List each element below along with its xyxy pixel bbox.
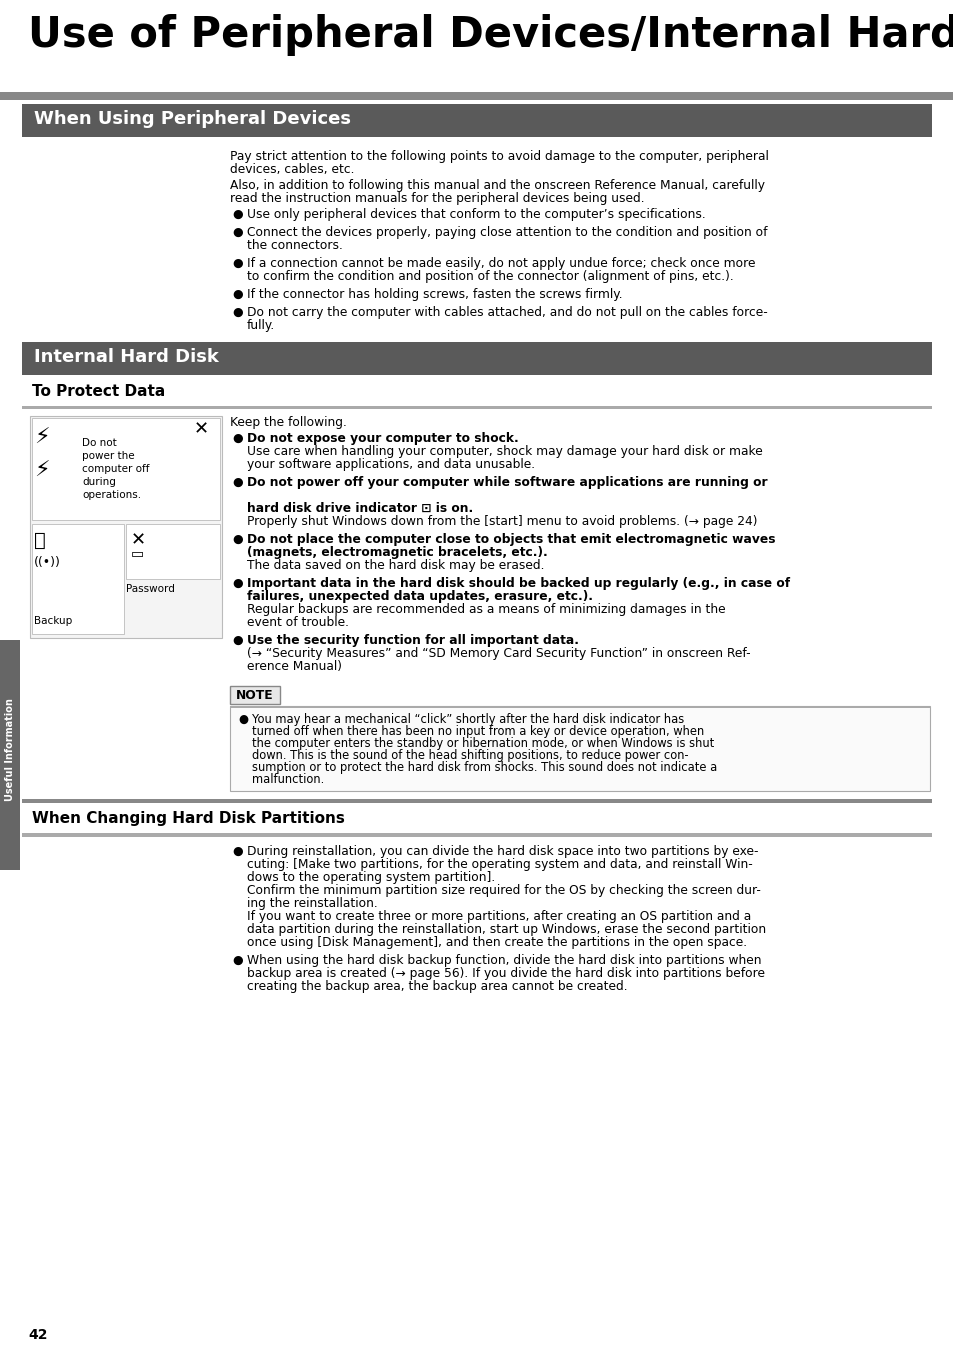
Text: devices, cables, etc.: devices, cables, etc.	[230, 163, 355, 176]
Text: ●: ●	[232, 577, 242, 590]
Text: You may hear a mechanical “click” shortly after the hard disk indicator has: You may hear a mechanical “click” shortl…	[252, 713, 683, 725]
Bar	[22, 407, 931, 409]
Text: When Using Peripheral Devices: When Using Peripheral Devices	[34, 109, 351, 128]
Text: Keep the following.: Keep the following.	[230, 416, 347, 430]
Text: Use of Peripheral Devices/Internal Hard Disk: Use of Peripheral Devices/Internal Hard …	[28, 14, 953, 55]
Text: ●: ●	[232, 288, 242, 301]
Bar	[32, 417, 220, 520]
Text: cuting: [Make two partitions, for the operating system and data, and reinstall W: cuting: [Make two partitions, for the op…	[247, 858, 752, 871]
Text: dows to the operating system partition].: dows to the operating system partition].	[247, 871, 495, 884]
Text: data partition during the reinstallation, start up Windows, erase the second par: data partition during the reinstallation…	[247, 923, 765, 936]
Text: If you want to create three or more partitions, after creating an OS partition a: If you want to create three or more part…	[247, 911, 750, 923]
Text: turned off when there has been no input from a key or device operation, when: turned off when there has been no input …	[252, 725, 703, 738]
Text: If a connection cannot be made easily, do not apply undue force; check once more: If a connection cannot be made easily, d…	[247, 257, 755, 270]
Text: Use the security function for all important data.: Use the security function for all import…	[247, 634, 578, 647]
Text: During reinstallation, you can divide the hard disk space into two partitions by: During reinstallation, you can divide th…	[247, 844, 758, 858]
Text: ●: ●	[237, 713, 248, 725]
Text: ▭: ▭	[131, 546, 144, 561]
Text: ●: ●	[232, 208, 242, 222]
Text: ((•)): ((•))	[34, 557, 61, 569]
Text: power the: power the	[82, 451, 134, 461]
Text: hard disk drive indicator ⊡ is on.: hard disk drive indicator ⊡ is on.	[247, 503, 473, 515]
Text: operations.: operations.	[82, 490, 141, 500]
Text: Important data in the hard disk should be backed up regularly (e.g., in case of: Important data in the hard disk should b…	[247, 577, 789, 590]
Text: ●: ●	[232, 432, 242, 444]
Text: once using [Disk Management], and then create the partitions in the open space.: once using [Disk Management], and then c…	[247, 936, 746, 948]
Bar	[22, 834, 931, 838]
Text: Useful Information: Useful Information	[5, 698, 15, 801]
Text: If the connector has holding screws, fasten the screws firmly.: If the connector has holding screws, fas…	[247, 288, 622, 301]
Text: Do not carry the computer with cables attached, and do not pull on the cables fo: Do not carry the computer with cables at…	[247, 305, 767, 319]
Text: computer off: computer off	[82, 463, 150, 474]
Text: (→ “Security Measures” and “SD Memory Card Security Function” in onscreen Ref-: (→ “Security Measures” and “SD Memory Ca…	[247, 647, 750, 661]
Text: Do not place the computer close to objects that emit electromagnetic waves: Do not place the computer close to objec…	[247, 534, 775, 546]
Bar	[230, 707, 929, 790]
Text: sumption or to protect the hard disk from shocks. This sound does not indicate a: sumption or to protect the hard disk fro…	[252, 761, 717, 774]
Text: To Protect Data: To Protect Data	[32, 384, 165, 399]
Text: Properly shut Windows down from the [start] menu to avoid problems. (→ page 24): Properly shut Windows down from the [sta…	[247, 515, 757, 528]
Bar	[0, 640, 20, 870]
Text: Use care when handling your computer, shock may damage your hard disk or make: Use care when handling your computer, sh…	[247, 444, 762, 458]
Text: ●: ●	[232, 257, 242, 270]
Bar	[22, 104, 931, 136]
Bar	[230, 686, 280, 704]
Text: the computer enters the standby or hibernation mode, or when Windows is shut: the computer enters the standby or hiber…	[252, 738, 714, 750]
Text: fully.: fully.	[247, 319, 275, 332]
Text: 💻: 💻	[34, 531, 46, 550]
Text: ⚡: ⚡	[34, 461, 50, 481]
Text: backup area is created (→ page 56). If you divide the hard disk into partitions : backup area is created (→ page 56). If y…	[247, 967, 764, 979]
Text: When Changing Hard Disk Partitions: When Changing Hard Disk Partitions	[32, 811, 345, 825]
Text: Password: Password	[126, 584, 174, 594]
Text: ●: ●	[232, 844, 242, 858]
Bar	[0, 92, 953, 100]
Bar	[126, 524, 220, 580]
Bar	[22, 798, 931, 802]
Text: Pay strict attention to the following points to avoid damage to the computer, pe: Pay strict attention to the following po…	[230, 150, 768, 163]
Text: Use only peripheral devices that conform to the computer’s specifications.: Use only peripheral devices that conform…	[247, 208, 705, 222]
Text: NOTE: NOTE	[236, 689, 274, 703]
Text: Do not power off your computer while software applications are running or: Do not power off your computer while sof…	[247, 476, 767, 489]
Text: Do not expose your computer to shock.: Do not expose your computer to shock.	[247, 432, 518, 444]
Bar	[32, 524, 124, 634]
Text: during: during	[82, 477, 115, 486]
Text: Regular backups are recommended as a means of minimizing damages in the: Regular backups are recommended as a mea…	[247, 603, 725, 616]
Text: ●: ●	[232, 954, 242, 967]
Bar	[22, 342, 931, 376]
Text: Confirm the minimum partition size required for the OS by checking the screen du: Confirm the minimum partition size requi…	[247, 884, 760, 897]
Text: the connectors.: the connectors.	[247, 239, 342, 253]
Text: Do not: Do not	[82, 438, 116, 449]
Text: ●: ●	[232, 634, 242, 647]
Text: ✕: ✕	[193, 420, 209, 438]
Text: ●: ●	[232, 305, 242, 319]
Text: to confirm the condition and position of the connector (alignment of pins, etc.): to confirm the condition and position of…	[247, 270, 733, 282]
Text: ●: ●	[232, 226, 242, 239]
Text: 42: 42	[28, 1328, 48, 1342]
Bar	[30, 416, 222, 638]
Bar	[230, 707, 929, 708]
Text: Backup: Backup	[34, 616, 72, 626]
Text: ●: ●	[232, 534, 242, 546]
Text: Also, in addition to following this manual and the onscreen Reference Manual, ca: Also, in addition to following this manu…	[230, 178, 764, 192]
Text: read the instruction manuals for the peripheral devices being used.: read the instruction manuals for the per…	[230, 192, 644, 205]
Text: The data saved on the hard disk may be erased.: The data saved on the hard disk may be e…	[247, 559, 544, 571]
Text: creating the backup area, the backup area cannot be created.: creating the backup area, the backup are…	[247, 979, 627, 993]
Text: When using the hard disk backup function, divide the hard disk into partitions w: When using the hard disk backup function…	[247, 954, 760, 967]
Text: ing the reinstallation.: ing the reinstallation.	[247, 897, 377, 911]
Text: (magnets, electromagnetic bracelets, etc.).: (magnets, electromagnetic bracelets, etc…	[247, 546, 547, 559]
Text: ⚡: ⚡	[34, 428, 50, 449]
Text: your software applications, and data unusable.: your software applications, and data unu…	[247, 458, 535, 471]
Text: erence Manual): erence Manual)	[247, 661, 341, 673]
Text: malfunction.: malfunction.	[252, 773, 324, 786]
Text: event of trouble.: event of trouble.	[247, 616, 349, 630]
Text: ✕: ✕	[131, 531, 146, 549]
Text: Internal Hard Disk: Internal Hard Disk	[34, 349, 218, 366]
Text: Connect the devices properly, paying close attention to the condition and positi: Connect the devices properly, paying clo…	[247, 226, 767, 239]
Text: failures, unexpected data updates, erasure, etc.).: failures, unexpected data updates, erasu…	[247, 590, 593, 603]
Text: down. This is the sound of the head shifting positions, to reduce power con-: down. This is the sound of the head shif…	[252, 748, 688, 762]
Text: ●: ●	[232, 476, 242, 489]
